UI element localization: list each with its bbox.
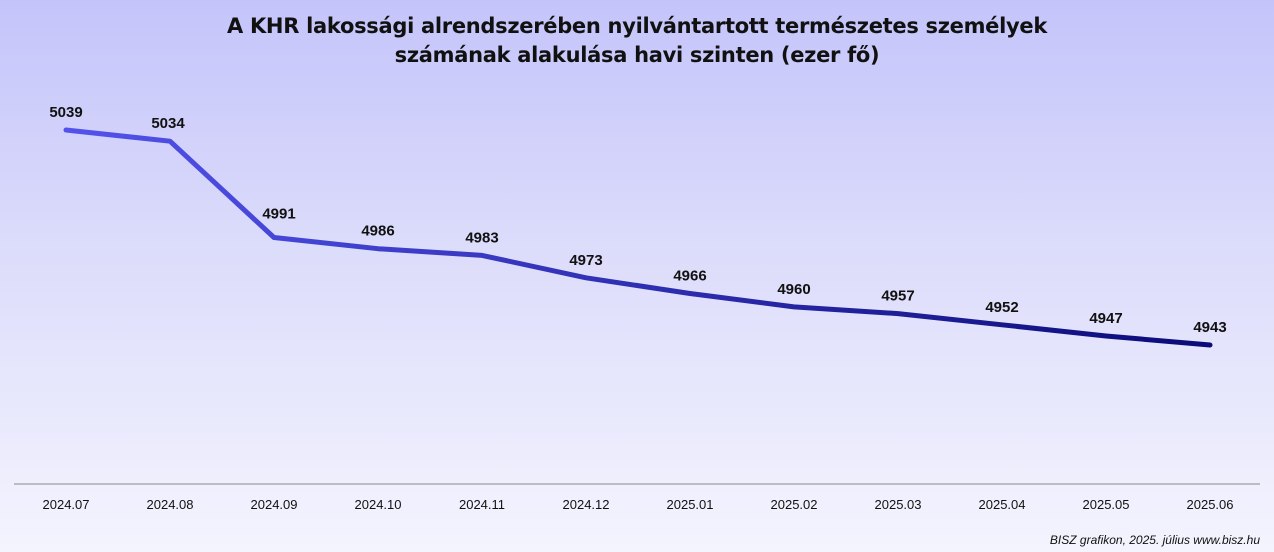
x-tick-label: 2024.08 — [147, 497, 194, 512]
series-line — [63, 127, 1213, 348]
data-label: 4957 — [881, 288, 914, 305]
data-label: 4973 — [569, 252, 602, 269]
data-label: 4947 — [1089, 310, 1122, 327]
data-label: 4991 — [262, 206, 295, 223]
data-label: 4983 — [465, 229, 498, 246]
x-tick-label: 2025.06 — [1187, 497, 1234, 512]
x-tick-label: 2025.03 — [875, 497, 922, 512]
x-tick-label: 2024.07 — [43, 497, 90, 512]
data-label: 5039 — [49, 104, 82, 121]
data-label: 4986 — [361, 223, 394, 240]
x-tick-label: 2025.04 — [979, 497, 1026, 512]
footer-credit: BISZ grafikon, 2025. július www.bisz.hu — [1049, 533, 1260, 547]
x-tick-label: 2025.02 — [771, 497, 818, 512]
x-tick-label: 2025.05 — [1083, 497, 1130, 512]
x-tick-label: 2024.11 — [459, 497, 505, 512]
x-tick-label: 2024.10 — [355, 497, 402, 512]
chart-title: A KHR lakossági alrendszerében nyilvánta… — [0, 12, 1274, 70]
x-tick-label: 2025.01 — [667, 497, 714, 512]
data-label: 4960 — [777, 281, 810, 298]
chart-title-line-1: A KHR lakossági alrendszerében nyilvánta… — [226, 14, 1048, 38]
data-label: 4943 — [1193, 319, 1226, 336]
x-tick-label: 2024.12 — [563, 497, 610, 512]
chart-title-line-2: számának alakulása havi szinten (ezer fő… — [394, 43, 880, 67]
data-label: 5034 — [151, 115, 185, 132]
x-tick-label: 2024.09 — [251, 497, 298, 512]
data-label: 4952 — [985, 299, 1018, 316]
data-label: 4966 — [673, 267, 706, 284]
